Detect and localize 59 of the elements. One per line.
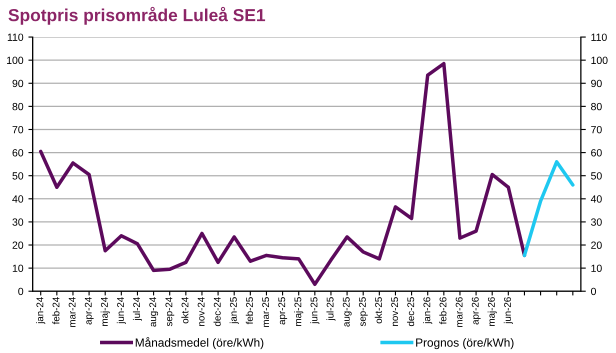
y2-tick-label: 40 [590,195,602,203]
y2-tick-label: 80 [591,102,602,110]
x-tick-label: nov-25 [391,297,398,326]
y-tick-label: 50 [12,172,24,180]
x-tick-label: mar-25 [262,297,270,327]
x-tick-label: aug-24 [149,297,158,327]
x-tick-label: mar-24 [68,297,76,327]
x-tick-label: aug-25 [342,297,352,327]
x-tick-label: dec-24 [214,297,221,326]
x-tick-label: apr-25 [278,297,288,324]
y-tick-label: 40 [12,195,24,203]
x-tick-label: okt-25 [374,297,382,324]
chart-title: Spotpris prisområde Luleå SE1 [8,6,266,25]
x-tick-label: jul-24 [132,297,142,321]
x-tick-label: feb-26 [439,297,446,324]
y-tick-label: 0 [18,288,24,296]
y2-tick-label: 30 [591,218,602,226]
x-tick-label: maj-25 [294,297,304,326]
y2-tick-label: 90 [591,80,602,88]
x-tick-label: maj-26 [488,297,497,326]
x-tick-label: dec-25 [407,297,414,326]
y2-tick-label: 50 [591,172,602,180]
legend-label: Prognos (öre/kWh) [416,338,514,350]
x-tick-label: jan-24 [36,297,46,324]
x-tick-label: sep-25 [358,297,368,326]
y2-tick-label: 100 [591,56,608,64]
x-tick-label: okt-24 [181,297,188,324]
y-tick-label: 20 [12,242,24,249]
x-tick-label: jun-26 [504,297,513,324]
x-tick-label: apr-26 [472,297,481,324]
x-tick-label: jul-25 [326,297,336,321]
x-tick-label: nov-24 [198,297,205,326]
y-tick-label: 70 [12,126,24,134]
y2-tick-label: 20 [591,242,602,249]
x-tick-label: feb-24 [52,297,60,324]
y-tick-label: 60 [12,149,24,156]
x-tick-label: maj-24 [100,297,110,326]
y2-tick-label: 110 [591,34,607,41]
legend-label: Månadsmedel (öre/kWh) [136,337,264,350]
x-tick-label: jun-24 [116,297,126,324]
line-series [38,62,526,286]
x-tick-label: feb-25 [246,297,253,324]
y2-tick-label: 10 [591,264,602,272]
line-series [522,160,575,258]
y2-tick-label: 0 [591,288,596,296]
y2-tick-label: 70 [591,126,602,134]
x-tick-label: mar-26 [456,297,463,327]
y-tick-label: 10 [12,264,24,272]
y-tick-label: 100 [7,56,24,64]
y-tick-label: 90 [12,80,24,88]
y-tick-label: 30 [12,218,24,226]
x-tick-label: apr-24 [84,297,94,324]
y-tick-label: 80 [12,102,24,110]
x-tick-label: sep-24 [165,297,174,326]
x-tick-label: jun-25 [310,297,320,324]
x-tick-label: jan-26 [423,297,432,324]
y-tick-label: 110 [8,34,24,41]
y2-tick-label: 60 [591,149,602,156]
x-tick-label: jan-25 [230,297,239,324]
